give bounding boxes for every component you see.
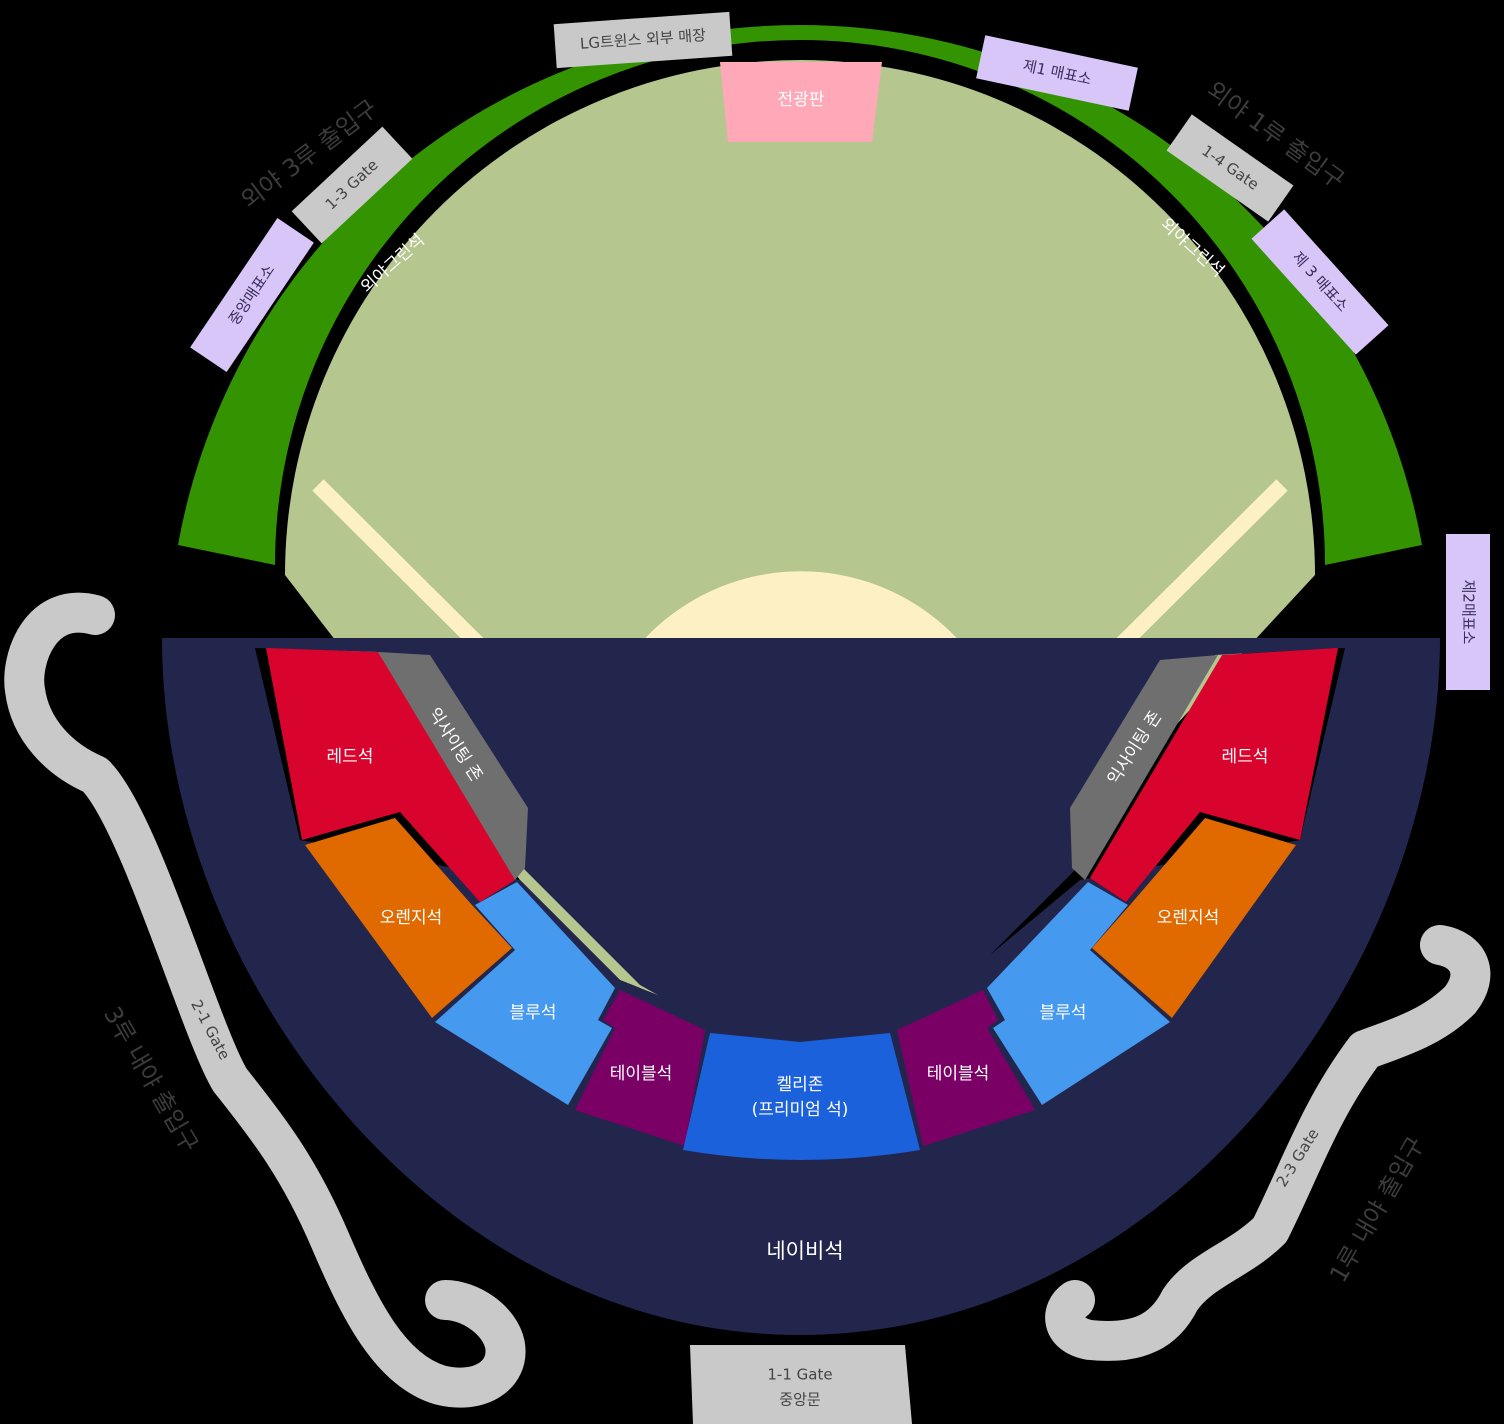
table-left-label: 테이블석 (610, 1064, 673, 1084)
tag-ticket-2[interactable]: 제2매표소 (1446, 534, 1490, 690)
table-seats-right[interactable] (897, 990, 1035, 1146)
red-left-label: 레드석 (327, 747, 374, 767)
navy-seats[interactable] (162, 638, 1440, 1335)
blue-seats-left[interactable] (435, 882, 615, 1105)
table-seats-left[interactable] (575, 990, 705, 1146)
scoreboard[interactable] (720, 62, 882, 142)
kelly-zone[interactable] (683, 1033, 920, 1160)
entrance-infield-1b: 1루 내야 출입구 (1324, 1132, 1430, 1287)
svg-text:제2매표소: 제2매표소 (1460, 580, 1478, 645)
svg-text:1-1 Gate: 1-1 Gate (767, 1366, 832, 1384)
kelly-label-line1: 켈리존 (777, 1075, 824, 1095)
exciting-zone-right[interactable] (1070, 655, 1218, 880)
red-seats-left[interactable] (266, 648, 515, 902)
svg-text:중앙문: 중앙문 (779, 1391, 821, 1409)
scoreboard-label: 전광판 (778, 90, 825, 110)
walkway-3b (4, 592, 526, 1408)
walkway-1b (1045, 925, 1491, 1361)
blue-right-label: 블루석 (1040, 1003, 1087, 1023)
tag-gate-1-1[interactable]: 1-1 Gate 중앙문 (690, 1345, 912, 1424)
tag-ticket-1[interactable]: 제1 매표소 (976, 35, 1138, 111)
red-seats-right[interactable] (1090, 648, 1338, 902)
exciting-zone-left[interactable] (378, 652, 528, 880)
tag-lg-store[interactable]: LG트윈스 외부 매장 (553, 11, 733, 69)
kelly-label-line2: (프리미엄 석) (752, 1100, 849, 1120)
orange-seats-left[interactable] (305, 818, 512, 1018)
orange-right-label: 오렌지석 (1157, 908, 1220, 928)
table-right-label: 테이블석 (927, 1064, 990, 1084)
blue-seats-right[interactable] (987, 882, 1170, 1105)
gate-walkways (4, 592, 1491, 1408)
orange-left-label: 오렌지석 (380, 908, 443, 928)
orange-seats-right[interactable] (1092, 818, 1296, 1018)
red-right-label: 레드석 (1222, 747, 1269, 767)
navy-label: 네이비석 (766, 1239, 843, 1263)
blue-left-label: 블루석 (510, 1003, 557, 1023)
